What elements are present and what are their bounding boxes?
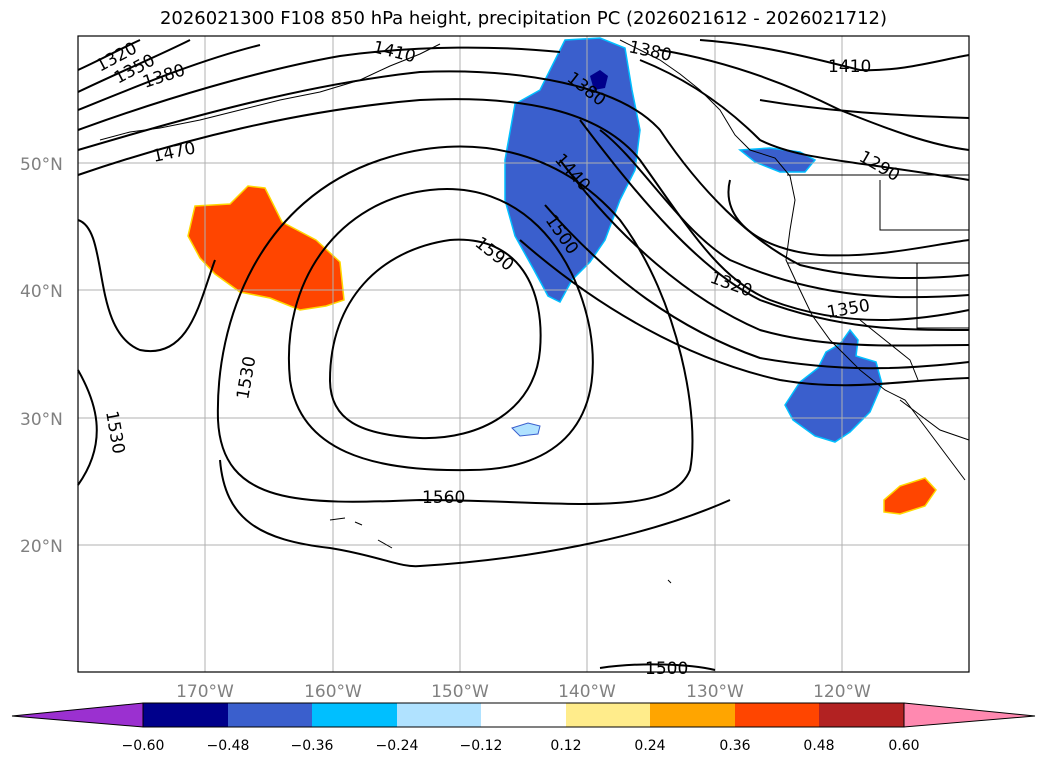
negative-anomaly-small [511,422,541,437]
lon-label-160w: 160°W [304,682,362,702]
colorbar-tick: 0.12 [550,738,581,754]
colorbar: −0.60 −0.48 −0.36 −0.24 −0.12 0.12 0.24 … [11,702,1036,754]
colorbar-segment [228,703,312,727]
map-title: 2026021300 F108 850 hPa height, precipit… [159,8,888,29]
lat-label-30n: 30°N [20,410,63,430]
contour-label: 1410 [828,57,871,77]
longitude-labels: 170°W 160°W 150°W 140°W 130°W 120°W [176,682,871,702]
gridlines [78,36,969,672]
colorbar-tick: −0.24 [376,738,419,754]
lon-label-150w: 150°W [431,682,489,702]
contour-1530-left [77,369,98,486]
colorbar-tick: −0.12 [460,738,503,754]
latitude-labels: 50°N 40°N 30°N 20°N [20,155,63,557]
colorbar-segment [735,703,819,727]
colorbar-tick: 0.48 [803,738,834,754]
colorbar-tick: −0.60 [122,738,165,754]
lon-label-130w: 130°W [686,682,744,702]
negative-anomaly-coast [738,147,817,173]
colorbar-segment [566,703,650,727]
colorbar-segment [650,703,735,727]
colorbar-tick-labels: −0.60 −0.48 −0.36 −0.24 −0.12 0.12 0.24 … [122,738,920,754]
contour-label: 1560 [422,488,465,508]
colorbar-tick: −0.48 [207,738,250,754]
colorbar-tick: 0.24 [634,738,665,754]
contour-outer-south [219,459,731,568]
negative-anomaly-core [590,70,608,90]
colorbar-segment [481,703,566,727]
plot-frame [77,35,970,673]
lat-label-40n: 40°N [20,282,63,302]
colorbar-extend-max [903,702,1036,728]
colorbar-tick: 0.60 [888,738,919,754]
colorbar-tick: 0.36 [719,738,750,754]
contour-high-outer [287,188,594,472]
lat-label-20n: 20°N [20,537,63,557]
colorbar-segment [143,703,228,727]
positive-anomaly-southeast [883,477,937,515]
colorbar-segment [819,703,904,727]
colorbar-extend-min [11,702,144,728]
contour-label: 1500 [645,659,688,679]
colorbar-segment [397,703,481,727]
height-contours [77,39,970,671]
precip-shading [187,37,937,515]
lon-label-120w: 120°W [813,682,871,702]
lon-label-140w: 140°W [558,682,616,702]
contour-1530-west [77,219,216,353]
colorbar-segment [312,703,397,727]
lat-label-50n: 50°N [20,155,63,175]
negative-anomaly-north [504,37,641,303]
colorbar-tick: −0.36 [291,738,334,754]
contour-1560 [216,145,694,505]
contour-high-inner [328,238,542,440]
lon-label-170w: 170°W [176,682,234,702]
